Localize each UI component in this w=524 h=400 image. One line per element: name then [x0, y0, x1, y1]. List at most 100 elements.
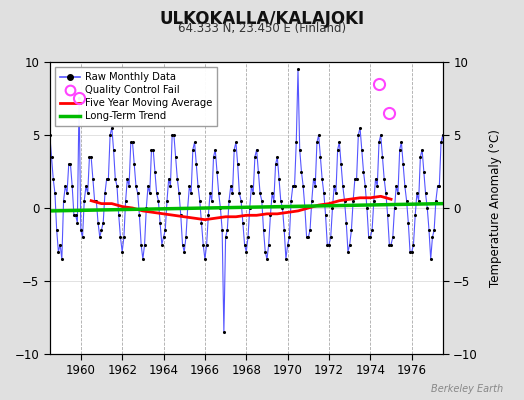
- Point: [435, 183, 443, 189]
- Point: [318, 176, 326, 182]
- Point: [283, 241, 292, 248]
- Point: [342, 219, 351, 226]
- Point: [428, 234, 436, 240]
- Point: [332, 190, 340, 197]
- Point: [83, 190, 92, 197]
- Point: [54, 248, 62, 255]
- Point: [214, 190, 223, 197]
- Point: [49, 176, 58, 182]
- Point: [144, 183, 152, 189]
- Point: [330, 183, 339, 189]
- Point: [366, 234, 375, 240]
- Point: [287, 198, 296, 204]
- Point: [301, 205, 309, 211]
- Point: [85, 154, 94, 160]
- Point: [68, 183, 77, 189]
- Text: 64.333 N, 23.450 E (Finland): 64.333 N, 23.450 E (Finland): [178, 22, 346, 35]
- Point: [139, 256, 147, 262]
- Point: [95, 234, 104, 240]
- Point: [399, 161, 407, 167]
- Point: [137, 241, 145, 248]
- Point: [381, 190, 390, 197]
- Point: [353, 176, 361, 182]
- Point: [59, 198, 68, 204]
- Point: [247, 183, 256, 189]
- Point: [58, 256, 66, 262]
- Point: [99, 219, 107, 226]
- Point: [135, 212, 144, 218]
- Point: [201, 256, 209, 262]
- Point: [202, 241, 211, 248]
- Point: [103, 176, 111, 182]
- Point: [156, 219, 165, 226]
- Point: [225, 198, 233, 204]
- Point: [309, 176, 318, 182]
- Point: [92, 198, 101, 204]
- Point: [242, 248, 250, 255]
- Point: [80, 198, 89, 204]
- Point: [56, 241, 64, 248]
- Point: [265, 241, 273, 248]
- Point: [347, 227, 356, 233]
- Point: [297, 168, 305, 175]
- Point: [401, 183, 409, 189]
- Point: [106, 132, 114, 138]
- Point: [218, 227, 226, 233]
- Point: [228, 190, 237, 197]
- Point: [101, 190, 109, 197]
- Point: [285, 234, 293, 240]
- Point: [378, 154, 387, 160]
- Point: [94, 219, 102, 226]
- Point: [51, 190, 59, 197]
- Point: [152, 190, 161, 197]
- Point: [270, 198, 278, 204]
- Point: [414, 198, 423, 204]
- Point: [146, 190, 154, 197]
- Point: [70, 212, 78, 218]
- Point: [363, 205, 371, 211]
- Point: [140, 241, 149, 248]
- Point: [306, 227, 314, 233]
- Point: [271, 161, 280, 167]
- Point: [440, 154, 449, 160]
- Point: [197, 219, 205, 226]
- Point: [416, 154, 424, 160]
- Point: [66, 161, 74, 167]
- Point: [211, 146, 220, 153]
- Point: [61, 183, 70, 189]
- Point: [46, 132, 54, 138]
- Point: [277, 198, 285, 204]
- Point: [220, 329, 228, 335]
- Point: [326, 234, 335, 240]
- Point: [302, 234, 311, 240]
- Point: [210, 154, 218, 160]
- Point: [280, 227, 288, 233]
- Point: [304, 234, 312, 240]
- Point: [77, 227, 85, 233]
- Point: [320, 190, 328, 197]
- Point: [296, 146, 304, 153]
- Point: [128, 139, 137, 146]
- Point: [97, 227, 106, 233]
- Point: [377, 132, 385, 138]
- Point: [357, 146, 366, 153]
- Point: [373, 183, 381, 189]
- Point: [159, 234, 168, 240]
- Point: [44, 139, 52, 146]
- Point: [35, 241, 43, 248]
- Point: [182, 234, 190, 240]
- Point: [199, 241, 208, 248]
- Point: [263, 256, 271, 262]
- Point: [423, 205, 431, 211]
- Point: [177, 212, 185, 218]
- Point: [165, 176, 173, 182]
- Point: [42, 176, 50, 182]
- Point: [226, 183, 235, 189]
- Point: [78, 234, 86, 240]
- Point: [447, 241, 455, 248]
- Point: [151, 168, 159, 175]
- Point: [75, 95, 83, 102]
- Point: [420, 168, 428, 175]
- Point: [104, 176, 113, 182]
- Point: [356, 124, 364, 131]
